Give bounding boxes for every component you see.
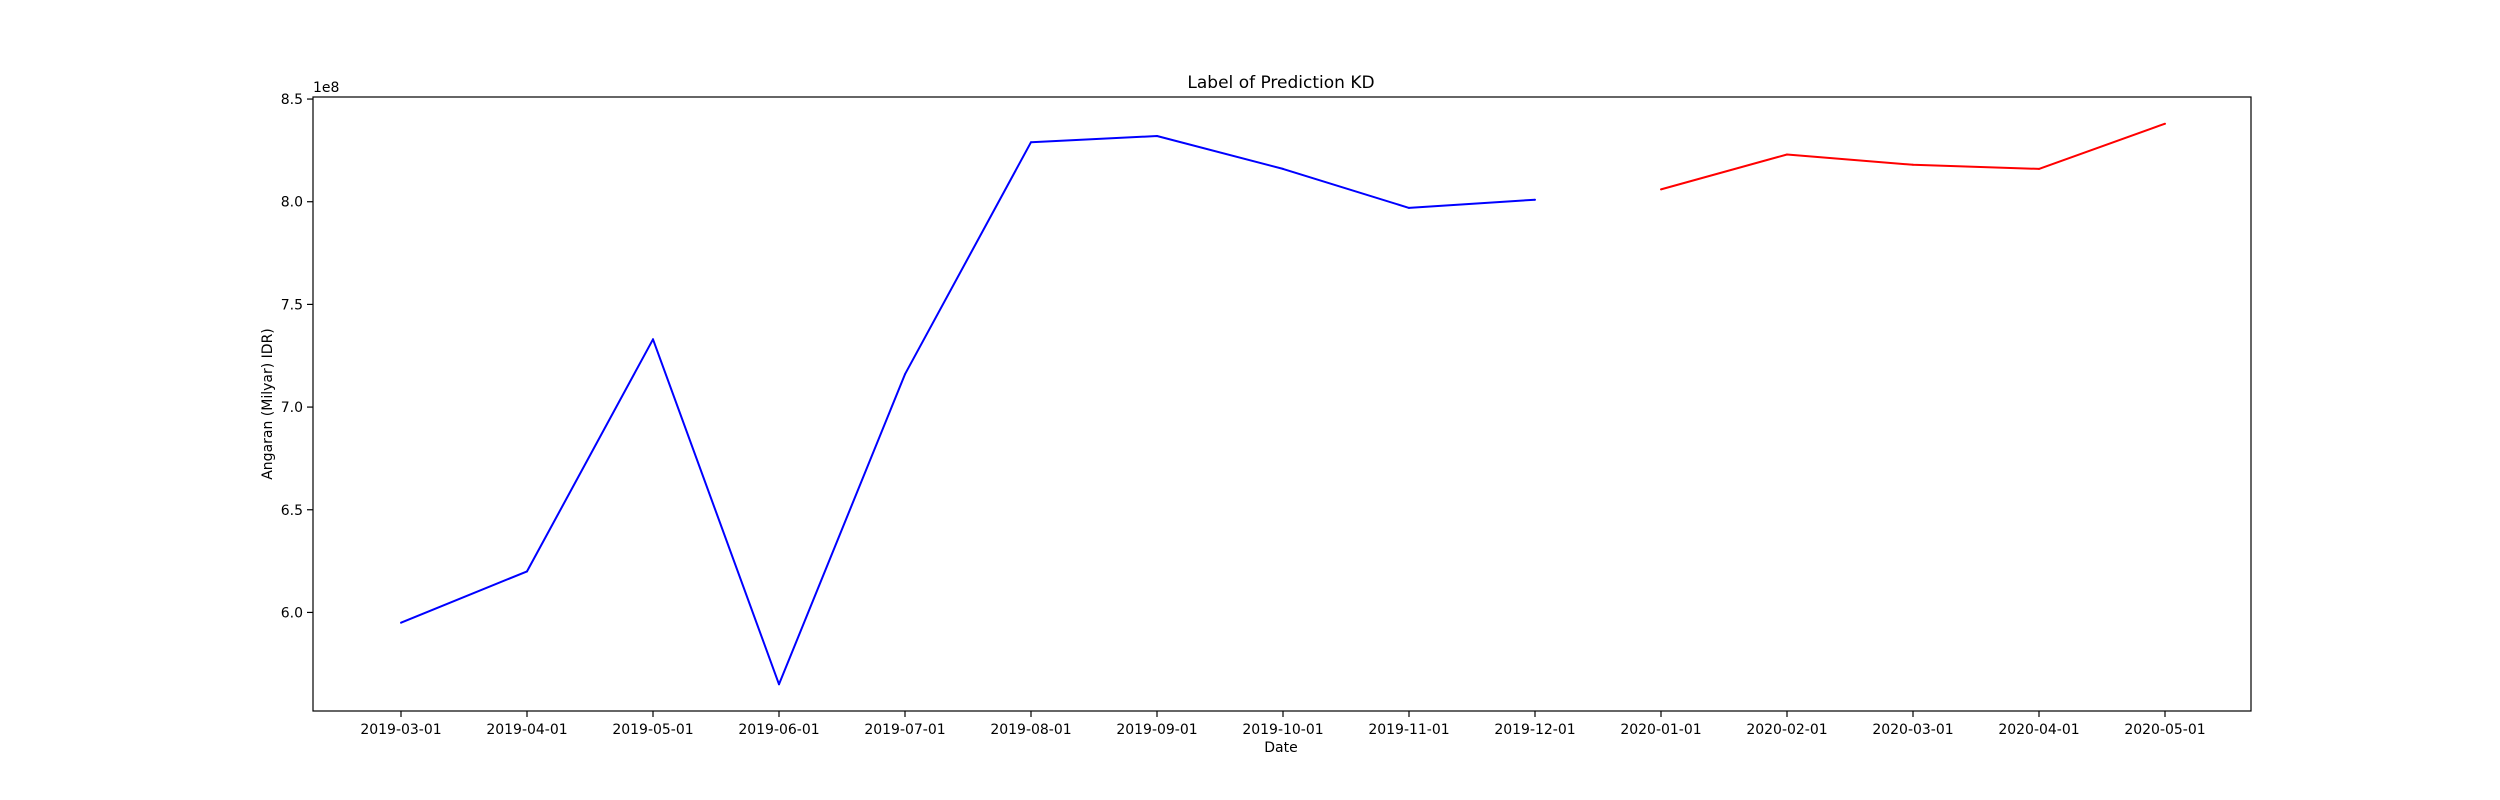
plot-frame — [312, 96, 2252, 712]
x-tick-label: 2019-09-01 — [1116, 722, 1197, 738]
x-tick-label: 2019-12-01 — [1494, 722, 1575, 738]
y-tick-label: 8.5 — [281, 92, 303, 108]
series-lines — [400, 122, 2166, 686]
x-tick-label: 2020-03-01 — [1872, 722, 1953, 738]
data-point — [1156, 135, 1158, 137]
data-point — [2038, 167, 2040, 170]
series-line-2 — [1660, 122, 2166, 191]
data-point — [778, 683, 780, 686]
data-point — [1660, 188, 1662, 191]
y-offset-text: 1e8 — [313, 80, 339, 96]
x-tick-label: 2019-04-01 — [486, 722, 567, 738]
y-tick-label: 8.0 — [281, 195, 303, 211]
data-point — [526, 570, 528, 573]
x-tick-label: 2020-04-01 — [1998, 722, 2079, 738]
chart-title: Label of Prediction KD — [1187, 73, 1374, 93]
data-point — [904, 373, 906, 376]
data-point — [1534, 198, 1536, 201]
y-tick-label: 6.0 — [281, 605, 303, 621]
y-tick-label: 7.5 — [281, 297, 303, 313]
y-tick-label: 6.5 — [281, 503, 303, 519]
y-axis-label: Angaran (Milyar) IDR) — [260, 328, 276, 480]
x-tick-label: 2019-11-01 — [1368, 722, 1449, 738]
x-tick-label: 2019-05-01 — [612, 722, 693, 738]
data-point — [1912, 163, 1914, 166]
data-point — [1030, 141, 1032, 144]
data-point — [400, 621, 402, 624]
y-tick-label: 7.0 — [281, 400, 303, 416]
x-tick-label: 2020-01-01 — [1620, 722, 1701, 738]
data-point — [1408, 206, 1410, 209]
x-tick-label: 2019-03-01 — [360, 722, 441, 738]
x-tick-label: 2020-02-01 — [1746, 722, 1827, 738]
x-tick-label: 2019-10-01 — [1242, 722, 1323, 738]
data-point — [2164, 122, 2166, 125]
x-axis-label: Date — [1264, 740, 1297, 756]
x-tick-label: 2019-07-01 — [864, 722, 945, 738]
data-point — [1786, 153, 1788, 156]
axis-ticks: 2019-03-01 2019-04-01 2019-05-01 2019-06-01… — [281, 92, 2206, 738]
x-tick-label: 2019-06-01 — [738, 722, 819, 738]
x-tick-label: 2020-05-01 — [2124, 722, 2205, 738]
x-tick-label: 2019-08-01 — [990, 722, 1071, 738]
series-line-1 — [400, 135, 1536, 686]
data-point — [652, 338, 654, 341]
data-point — [1282, 167, 1284, 170]
